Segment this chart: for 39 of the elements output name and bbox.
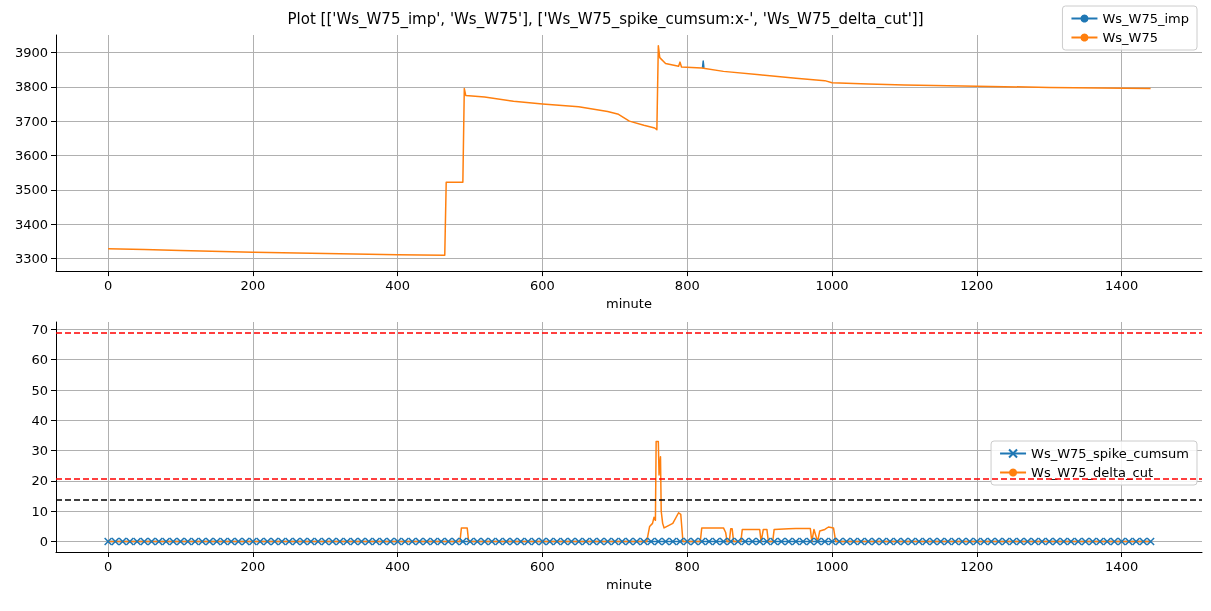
y-tick-label: 20 — [31, 473, 48, 489]
y-tick-label: 10 — [31, 503, 48, 519]
legend-label: Ws_W75 — [1102, 30, 1158, 45]
legend-label: Ws_W75_delta_cut — [1031, 465, 1153, 480]
y-tick-label: 3900 — [14, 45, 48, 60]
x-tick-label: 400 — [385, 559, 411, 574]
x-tick-label: 1000 — [815, 278, 849, 294]
x-tick-label: 1200 — [960, 559, 994, 574]
x-tick-label: 1400 — [1105, 559, 1139, 574]
x-tick-label: 0 — [103, 559, 113, 574]
x-axis-title: minute — [606, 576, 652, 592]
y-tick-label: 60 — [31, 352, 48, 368]
legend-label: Ws_W75_imp — [1102, 11, 1190, 26]
y-tick-label: 3600 — [14, 147, 48, 163]
x-tick-label: 1200 — [960, 278, 994, 294]
x-tick-label: 1400 — [1105, 278, 1139, 294]
y-tick-label: 3700 — [14, 113, 48, 129]
y-tick-label: 30 — [31, 443, 48, 459]
x-tick-label: 0 — [103, 278, 113, 294]
x-tick-label: 1000 — [815, 559, 849, 574]
x-axis-title: minute — [606, 296, 652, 311]
x-tick-label: 400 — [385, 278, 411, 294]
x-tick-label: 200 — [240, 278, 266, 294]
y-tick-label: 40 — [31, 412, 48, 428]
line-series — [107, 44, 1152, 257]
y-tick-label: 3800 — [14, 79, 48, 95]
y-tick-label: 3300 — [14, 250, 48, 266]
legend-label: Ws_W75_spike_cumsum — [1031, 446, 1189, 461]
y-tick-label: 70 — [31, 321, 48, 337]
x-tick-label: 800 — [674, 278, 700, 294]
y-tick-label: 3400 — [14, 216, 48, 232]
chart-title: Plot [['Ws_W75_imp', 'Ws_W75'], ['Ws_W75_spike_cumsum:x-', 'Ws_W75_delta_cut']] — [287, 9, 924, 29]
y-tick-label: 0 — [39, 534, 48, 550]
x-tick-label: 800 — [674, 559, 700, 574]
x-tick-label: 600 — [530, 278, 555, 294]
y-tick-label: 50 — [31, 382, 48, 398]
x-tick-label: 200 — [240, 559, 266, 574]
y-tick-label: 3500 — [14, 182, 48, 198]
x-tick-label: 600 — [530, 559, 555, 574]
